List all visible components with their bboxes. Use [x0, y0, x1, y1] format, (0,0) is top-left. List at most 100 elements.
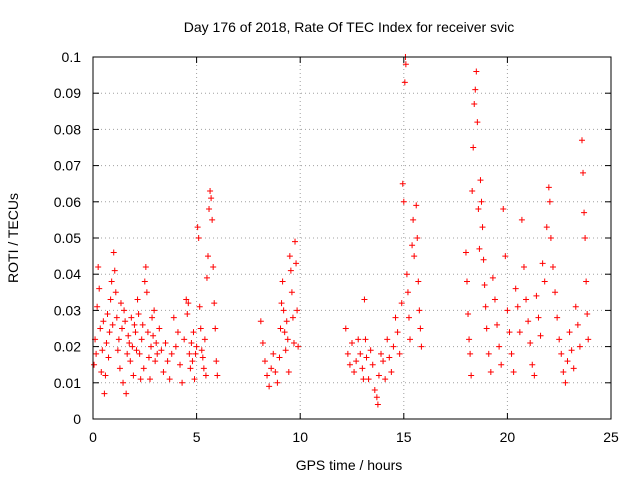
data-point [268, 365, 275, 372]
data-point [129, 343, 136, 350]
data-point [378, 350, 385, 357]
data-point [128, 314, 135, 321]
data-point [199, 354, 206, 361]
data-point [558, 350, 565, 357]
data-point [274, 379, 281, 386]
data-point [508, 350, 515, 357]
data-point [126, 339, 133, 346]
y-tick-label: 0.06 [54, 194, 81, 210]
data-point [504, 307, 511, 314]
data-point [259, 339, 266, 346]
data-point [179, 379, 186, 386]
data-point [404, 289, 411, 296]
data-point [380, 358, 387, 365]
data-point [546, 198, 553, 205]
data-point [101, 390, 108, 397]
data-point [417, 325, 424, 332]
data-point [394, 329, 401, 336]
data-point [156, 325, 163, 332]
data-point [416, 307, 423, 314]
data-point [117, 300, 124, 307]
data-point [467, 350, 474, 357]
data-point [100, 318, 107, 325]
data-point [98, 368, 105, 375]
y-tick-label: 0.07 [54, 158, 81, 174]
data-point [193, 343, 200, 350]
data-point [583, 278, 590, 285]
data-point [506, 329, 513, 336]
x-tick-label: 15 [396, 429, 412, 445]
data-point [481, 282, 488, 289]
data-point [342, 325, 349, 332]
data-point [463, 278, 470, 285]
data-point [103, 339, 110, 346]
data-point [120, 379, 127, 386]
data-point [537, 332, 544, 339]
data-point [140, 365, 147, 372]
data-point [277, 325, 284, 332]
data-point [576, 343, 583, 350]
data-point [294, 307, 301, 314]
y-axis-title: ROTI / TECUs [5, 193, 21, 283]
data-point [113, 314, 120, 321]
data-point [288, 289, 295, 296]
data-point [197, 325, 204, 332]
data-point [396, 350, 403, 357]
data-point [191, 376, 198, 383]
data-point [471, 101, 478, 108]
data-point [292, 238, 299, 245]
data-point [525, 318, 532, 325]
data-point [208, 195, 215, 202]
data-point [132, 329, 139, 336]
data-point [520, 263, 527, 270]
data-point [280, 307, 287, 314]
data-point [91, 361, 98, 368]
x-tick-label: 20 [500, 429, 516, 445]
data-point [289, 314, 296, 321]
data-point [581, 209, 588, 216]
data-point [142, 263, 149, 270]
data-point [189, 358, 196, 365]
data-point [185, 300, 192, 307]
data-point [462, 249, 469, 256]
data-point [374, 401, 381, 408]
data-point [482, 303, 489, 310]
x-axis-title: GPS time / hours [296, 457, 403, 473]
x-tick-label: 0 [89, 429, 97, 445]
data-point [476, 245, 483, 252]
data-point [134, 296, 141, 303]
data-point [270, 350, 277, 357]
data-point [547, 235, 554, 241]
data-point [580, 169, 587, 176]
data-point [181, 336, 188, 343]
data-point [554, 314, 561, 321]
axis-ticks [92, 56, 612, 420]
data-point [214, 372, 221, 379]
data-point [105, 354, 112, 361]
data-point [206, 206, 213, 213]
data-point [502, 253, 509, 260]
data-point [516, 329, 523, 336]
data-point [357, 350, 364, 357]
data-point [286, 253, 293, 260]
data-point [496, 343, 503, 350]
data-point [94, 303, 101, 310]
data-point [158, 347, 165, 354]
data-point [344, 350, 351, 357]
data-point [194, 224, 201, 231]
data-point [209, 216, 216, 223]
data-point [418, 343, 425, 350]
data-point [570, 365, 577, 372]
data-point [367, 347, 374, 354]
data-point [204, 253, 211, 260]
data-point [518, 216, 525, 223]
data-point [201, 336, 208, 343]
data-point [145, 354, 152, 361]
data-point [475, 206, 482, 213]
data-point [371, 387, 378, 394]
data-point [168, 350, 175, 357]
y-tick-label: 0.04 [54, 266, 81, 282]
data-point [187, 365, 194, 372]
data-point [485, 350, 492, 357]
y-axis-tick-labels: 0 0.01 0.02 0.03 0.04 0.05 0.06 0.07 0.08 0.09 0.1 [54, 49, 81, 427]
